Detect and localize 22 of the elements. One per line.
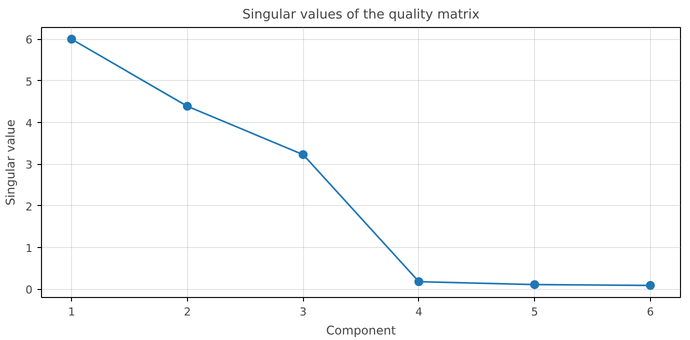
x-tick-label: 4: [415, 306, 422, 318]
point: [646, 280, 655, 290]
point: [298, 150, 308, 160]
x-tick-label: 2: [184, 306, 191, 318]
y-tick-label: 1: [26, 242, 32, 255]
x-tick-label: 1: [68, 306, 76, 318]
y-tick-label: 0: [26, 284, 32, 297]
x-tick-label: 3: [300, 306, 307, 318]
y-tick-label: 5: [26, 75, 32, 88]
point: [414, 277, 424, 286]
point: [67, 34, 76, 44]
y-tick-label: 3: [26, 158, 32, 172]
point: [182, 102, 192, 111]
y-tick-label: 4: [26, 117, 32, 130]
x-tick-label: 6: [646, 306, 654, 318]
point: [530, 280, 540, 290]
chart-title: Singular values of the quality matrix: [242, 8, 480, 22]
x-axis-title: Component: [326, 324, 396, 338]
y-tick-label: 6: [26, 34, 32, 47]
x-tick-label: 5: [531, 306, 538, 318]
y-axis-title: Singular value: [4, 119, 18, 206]
y-tick-label: 2: [26, 200, 32, 214]
